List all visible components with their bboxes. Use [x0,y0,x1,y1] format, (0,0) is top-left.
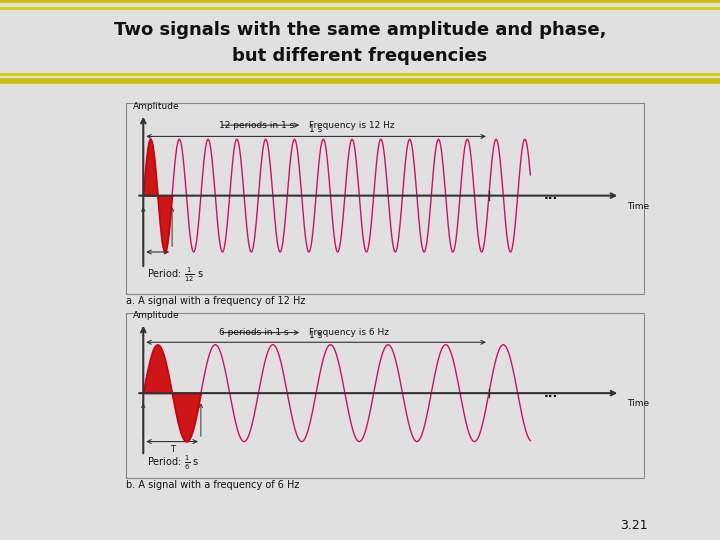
Text: Frequency is 12 Hz: Frequency is 12 Hz [309,120,395,130]
Text: Time: Time [627,202,649,211]
Text: Period: $\frac{1}{6}$ s: Period: $\frac{1}{6}$ s [147,454,199,472]
Text: 1 s: 1 s [310,125,323,133]
Text: ...: ... [544,387,558,400]
Text: but different frequencies: but different frequencies [233,47,487,65]
Text: Time: Time [627,399,649,408]
Text: 12 periods in 1 s: 12 periods in 1 s [220,120,297,130]
Text: Frequency is 6 Hz: Frequency is 6 Hz [309,328,390,337]
Text: 1 s: 1 s [310,331,323,340]
Text: 3.21: 3.21 [620,519,647,532]
Text: Two signals with the same amplitude and phase,: Two signals with the same amplitude and … [114,21,606,39]
Text: Amplitude: Amplitude [133,102,179,111]
Text: ...: ... [544,189,558,202]
Text: Period: $\frac{1}{12}$ s: Period: $\frac{1}{12}$ s [147,266,204,285]
Text: a. A signal with a frequency of 12 Hz: a. A signal with a frequency of 12 Hz [126,296,305,306]
Text: Amplitude: Amplitude [133,312,179,320]
Text: 6 periods in 1 s: 6 periods in 1 s [220,328,292,337]
Text: b. A signal with a frequency of 6 Hz: b. A signal with a frequency of 6 Hz [126,480,300,490]
Text: T: T [170,446,174,455]
